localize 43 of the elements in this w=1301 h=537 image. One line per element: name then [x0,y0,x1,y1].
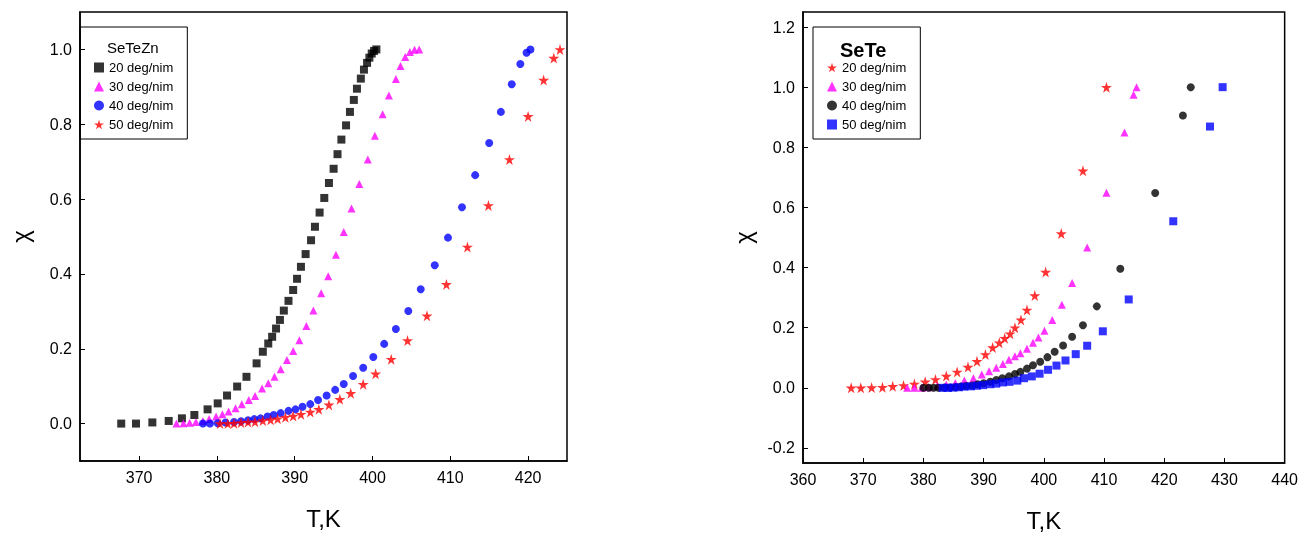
x-tick-label: 430 [1211,470,1238,488]
y-tick-label: 0.4 [49,265,73,283]
x-tick-label: 400 [1030,470,1058,488]
legend-label: 20 deg/nim [842,60,907,75]
y-tick-label: 0.6 [49,190,73,208]
x-tick-label: 400 [359,468,386,486]
legend-label: 50 deg/nim [109,117,174,132]
legend-label: 30 deg/nim [109,79,174,94]
x-tick-label: 380 [910,470,937,488]
y-tick-label: 1.0 [49,40,73,58]
y-tick-label: 0.8 [49,115,73,133]
x-tick-label: 390 [970,470,998,488]
legend-label: 40 deg/nim [842,98,907,113]
x-tick-label: 370 [849,470,877,488]
legend-title: SeTe [840,39,887,61]
x-tick-label: 390 [281,468,309,486]
legend-label: 30 deg/nim [842,79,907,94]
x-tick-label: 410 [1090,470,1118,488]
x-tick-label: 380 [203,468,231,486]
x-axis-title: T,K [306,504,341,532]
y-tick-label: 1.2 [772,18,796,36]
legend-label: 20 deg/nim [109,60,174,75]
x-axis-title: T,K [1026,506,1062,534]
y-axis-title: χ [6,229,34,243]
x-tick-label: 360 [789,470,817,488]
y-tick-label: 0.2 [49,340,73,358]
y-tick-label: 0.2 [772,319,796,337]
x-tick-label: 440 [1271,470,1299,488]
y-tick-label: 0.0 [772,379,796,397]
legend-title: SeTeZn [107,39,159,56]
y-tick-label: 0.0 [49,415,73,433]
y-tick-label: 1.0 [772,78,796,96]
legend-label: 50 deg/nim [842,117,907,132]
x-tick-label: 420 [1150,470,1178,488]
x-tick-label: 370 [125,468,153,486]
y-tick-label: 0.6 [772,198,796,216]
y-axis-title: χ [729,230,757,244]
y-tick-label: 0.8 [772,138,796,156]
legend-label: 40 deg/nim [109,98,174,113]
x-tick-label: 420 [514,468,542,486]
y-tick-label: 0.4 [772,259,796,277]
y-tick-label: -0.2 [767,439,796,457]
x-tick-label: 410 [436,468,464,486]
